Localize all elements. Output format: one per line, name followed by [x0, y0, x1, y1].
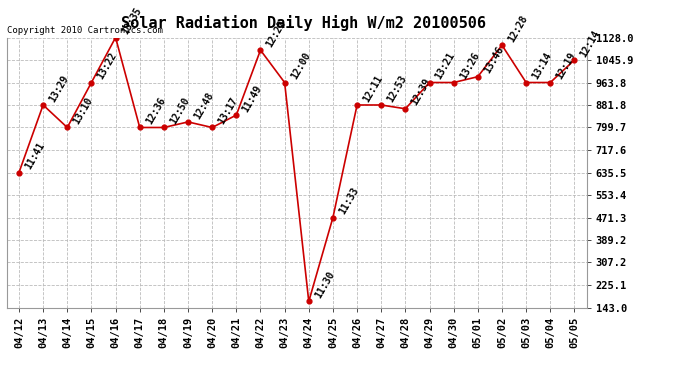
- Text: 13:29: 13:29: [48, 73, 70, 104]
- Point: [86, 80, 97, 86]
- Text: Solar Radiation Daily High W/m2 20100506: Solar Radiation Daily High W/m2 20100506: [121, 15, 486, 31]
- Point: [255, 47, 266, 53]
- Text: 13:21: 13:21: [434, 51, 457, 81]
- Text: 11:30: 11:30: [313, 270, 336, 300]
- Point: [303, 298, 314, 304]
- Text: 13:14: 13:14: [531, 51, 553, 81]
- Text: 12:53: 12:53: [386, 73, 408, 104]
- Point: [62, 124, 73, 130]
- Text: 13:35: 13:35: [120, 6, 143, 36]
- Text: 12:22: 12:22: [265, 18, 288, 49]
- Text: 13:17: 13:17: [217, 96, 239, 126]
- Point: [375, 102, 386, 108]
- Point: [400, 106, 411, 112]
- Point: [207, 124, 218, 130]
- Point: [182, 119, 193, 125]
- Point: [110, 34, 121, 40]
- Text: 13:22: 13:22: [96, 51, 119, 81]
- Text: 12:36: 12:36: [144, 96, 167, 126]
- Text: 12:50: 12:50: [168, 96, 191, 126]
- Point: [351, 102, 363, 108]
- Text: 12:00: 12:00: [289, 51, 312, 81]
- Text: 13:26: 13:26: [458, 51, 481, 81]
- Text: 12:14: 12:14: [579, 28, 602, 58]
- Text: 11:33: 11:33: [337, 186, 360, 216]
- Point: [14, 170, 25, 176]
- Point: [279, 80, 290, 86]
- Text: 13:46: 13:46: [482, 45, 505, 75]
- Point: [520, 80, 531, 86]
- Point: [230, 112, 241, 118]
- Point: [569, 57, 580, 63]
- Text: 11:41: 11:41: [23, 141, 46, 171]
- Text: 12:19: 12:19: [555, 51, 578, 81]
- Text: 12:39: 12:39: [410, 77, 433, 107]
- Point: [497, 42, 508, 48]
- Point: [37, 102, 48, 108]
- Text: 12:28: 12:28: [506, 13, 529, 44]
- Point: [328, 214, 339, 220]
- Point: [158, 124, 169, 130]
- Text: 11:49: 11:49: [241, 83, 264, 114]
- Point: [448, 80, 460, 86]
- Point: [472, 74, 483, 80]
- Text: Copyright 2010 Cartronics.com: Copyright 2010 Cartronics.com: [7, 26, 163, 35]
- Text: 13:10: 13:10: [72, 96, 95, 126]
- Text: 12:11: 12:11: [362, 73, 384, 104]
- Point: [424, 80, 435, 86]
- Text: 12:48: 12:48: [193, 90, 215, 120]
- Point: [134, 124, 145, 130]
- Point: [545, 80, 556, 86]
